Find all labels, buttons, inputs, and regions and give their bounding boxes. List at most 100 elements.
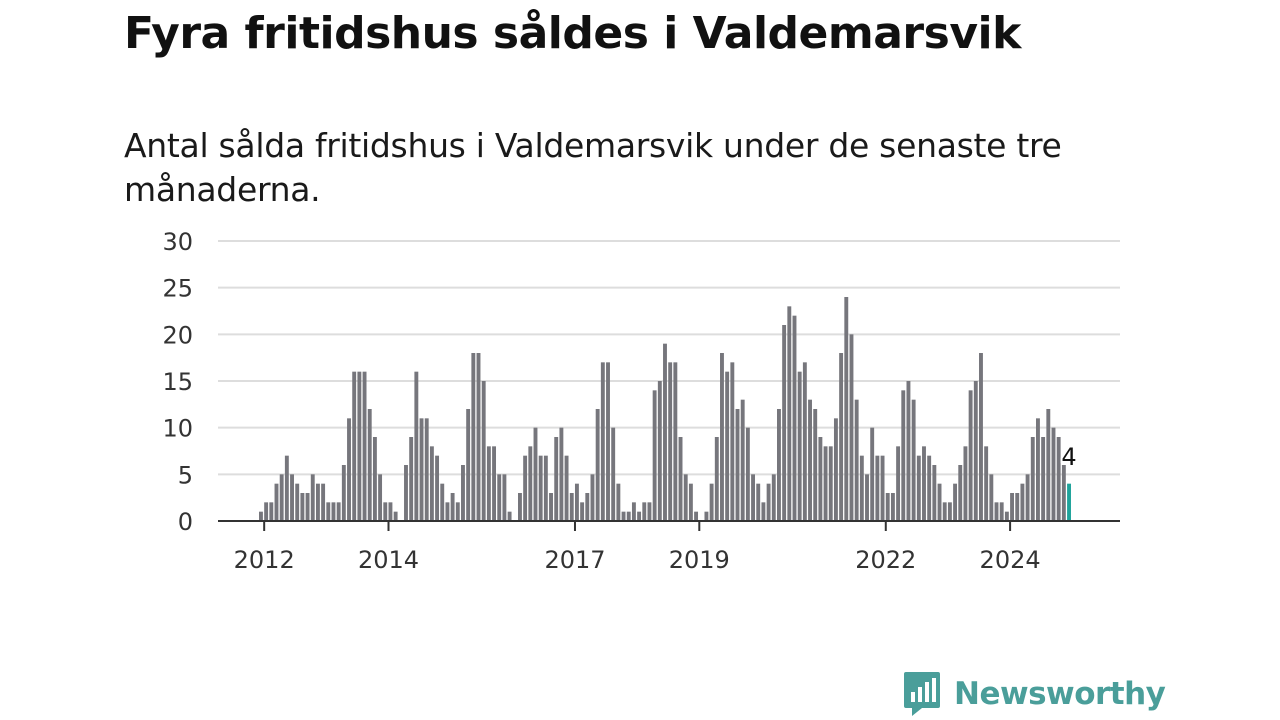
bar — [932, 465, 937, 521]
x-tick-label: 2017 — [544, 546, 605, 574]
bar — [813, 409, 818, 521]
bar — [968, 390, 973, 521]
bar — [906, 381, 911, 521]
y-tick-label: 20 — [162, 321, 193, 349]
y-tick-label: 15 — [162, 368, 193, 396]
bar — [445, 502, 450, 521]
bar — [264, 502, 269, 521]
bar — [740, 399, 745, 521]
bar — [606, 362, 610, 521]
bar — [663, 343, 667, 521]
y-tick-label: 5 — [178, 461, 193, 489]
bar — [642, 502, 647, 521]
bar — [269, 502, 274, 521]
bar — [865, 474, 869, 521]
bar — [818, 437, 823, 521]
bar — [766, 483, 771, 521]
bar — [279, 474, 284, 521]
bar — [352, 371, 357, 521]
bar — [947, 502, 952, 521]
bar — [1036, 418, 1040, 521]
bar — [927, 455, 932, 521]
bar — [896, 446, 901, 521]
x-tick-label: 2012 — [234, 546, 295, 574]
bar — [419, 418, 424, 521]
bar — [668, 362, 673, 521]
bar — [657, 381, 662, 521]
bar — [756, 483, 761, 521]
bar — [984, 446, 989, 521]
bar — [533, 427, 538, 521]
bar — [378, 474, 383, 521]
bar — [1015, 493, 1020, 521]
bar — [725, 371, 730, 521]
bar — [761, 502, 766, 521]
bar — [559, 427, 564, 521]
bar — [958, 465, 963, 521]
bar — [994, 502, 999, 521]
bar — [844, 297, 849, 521]
bar — [694, 511, 699, 521]
bar-chart: 0 5 10 15 20 25 30 2012 2014 2017 2019 2022 2024 4 — [162, 228, 1120, 574]
bar — [1061, 465, 1066, 521]
bar — [953, 483, 958, 521]
brand-name: Newsworthy — [954, 676, 1166, 712]
bar — [777, 409, 781, 521]
bar — [1020, 483, 1025, 521]
bar — [745, 427, 750, 521]
bar — [569, 493, 574, 521]
bar — [999, 502, 1004, 521]
bar — [709, 483, 714, 521]
bar — [440, 483, 445, 521]
chart-title: Fyra fritidshus såldes i Valdemarsvik — [124, 8, 1021, 59]
bar — [383, 502, 388, 521]
bar — [678, 437, 683, 521]
bar — [461, 465, 465, 521]
bar — [922, 446, 926, 521]
bar — [424, 418, 429, 521]
bar — [507, 511, 512, 521]
bar — [771, 474, 776, 521]
bar — [637, 511, 642, 521]
bar — [1046, 409, 1051, 521]
bar — [321, 483, 326, 521]
bar — [973, 381, 978, 521]
bar — [574, 483, 579, 521]
bar-latest — [1067, 483, 1071, 521]
bar — [336, 502, 341, 521]
bar — [911, 399, 916, 521]
bar — [300, 493, 305, 521]
bar — [1056, 437, 1061, 521]
newsworthy-logo-icon — [904, 672, 940, 716]
bar — [497, 474, 502, 521]
bar — [1051, 427, 1056, 521]
bar — [647, 502, 652, 521]
bar — [792, 315, 797, 521]
bar — [259, 511, 263, 521]
bar — [388, 502, 393, 521]
axes: 0 5 10 15 20 25 30 2012 2014 2017 2019 2022 2024 4 — [162, 228, 1120, 574]
bar — [471, 353, 476, 521]
bar — [554, 437, 559, 521]
bar — [621, 511, 626, 521]
brand-logo: Newsworthy — [902, 670, 1166, 718]
bar — [714, 437, 719, 521]
bar — [979, 353, 983, 521]
bar — [450, 493, 455, 521]
bar — [435, 455, 440, 521]
bar — [652, 390, 657, 521]
bar — [523, 455, 528, 521]
latest-value-label: 4 — [1061, 443, 1076, 471]
bar — [808, 399, 812, 521]
bar — [1010, 493, 1014, 521]
bar — [590, 474, 595, 521]
bar — [1030, 437, 1035, 521]
bar — [880, 455, 885, 521]
bar — [751, 474, 755, 521]
bar — [823, 446, 828, 521]
bar — [890, 493, 895, 521]
bar — [543, 455, 548, 521]
bar — [502, 474, 507, 521]
bar — [362, 371, 367, 521]
bar — [673, 362, 678, 521]
